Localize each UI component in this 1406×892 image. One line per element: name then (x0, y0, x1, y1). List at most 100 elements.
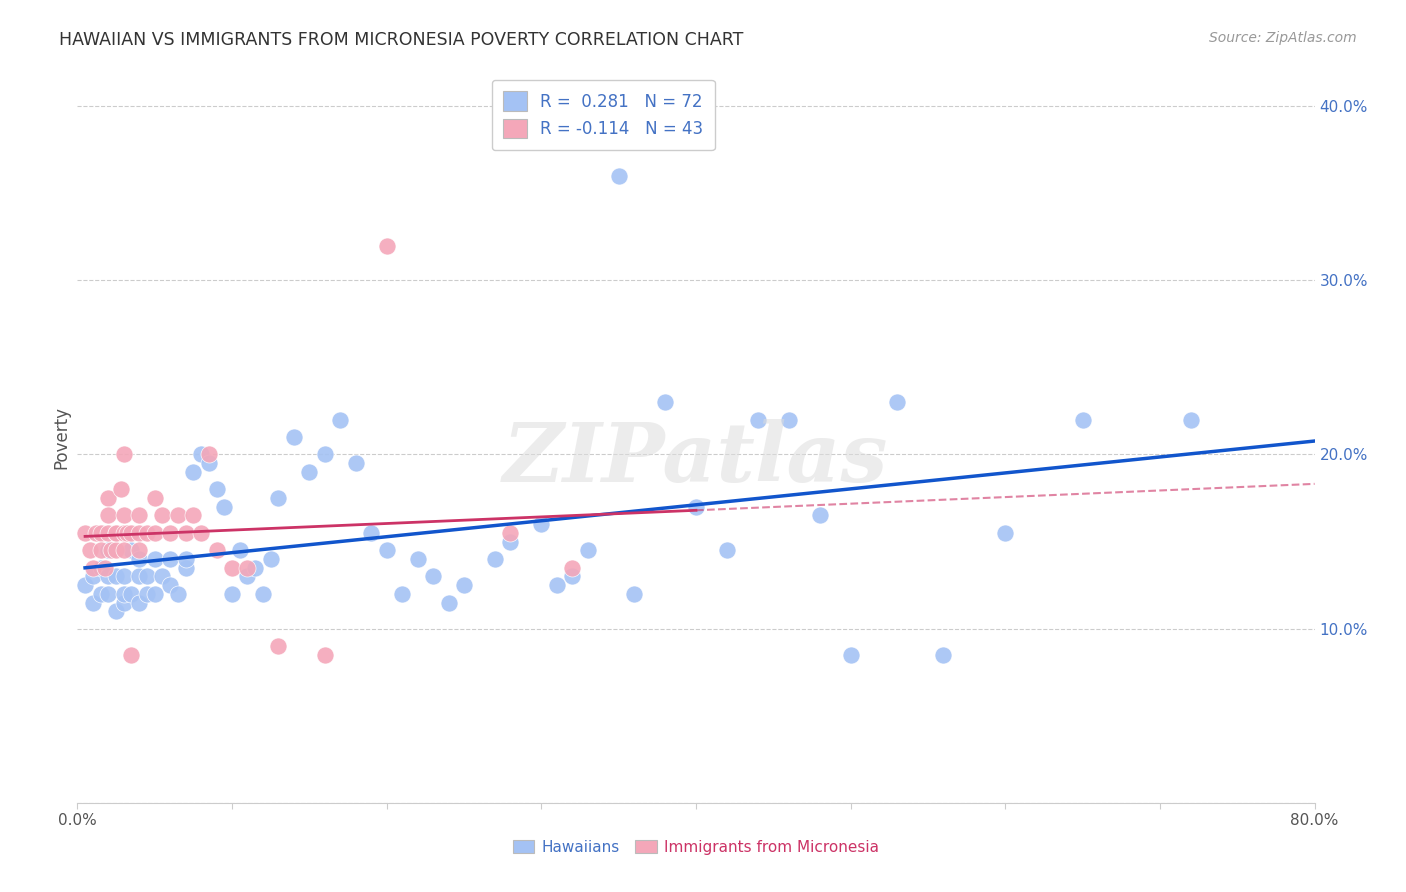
Point (105, 525, 127, 540)
Point (716, 543, 738, 558)
Point (314, 648, 336, 662)
Point (112, 569, 135, 583)
Point (105, 525, 127, 540)
Point (105, 543, 127, 558)
Point (143, 525, 166, 540)
Point (112, 525, 135, 540)
Point (1180, 412, 1202, 426)
Point (214, 500, 236, 514)
Point (205, 543, 228, 558)
Point (79, 543, 101, 558)
Point (778, 412, 800, 426)
Point (112, 595, 135, 609)
Point (128, 595, 150, 609)
Point (152, 569, 174, 583)
Point (128, 552, 150, 566)
Point (75, 525, 96, 540)
Point (167, 508, 190, 523)
Point (298, 465, 321, 479)
Point (360, 525, 382, 540)
Point (576, 543, 599, 558)
Point (561, 560, 583, 574)
Point (190, 525, 212, 540)
Point (183, 465, 205, 479)
Point (112, 587, 135, 601)
Point (1071, 412, 1094, 426)
Point (174, 525, 197, 540)
Point (105, 569, 127, 583)
Text: HAWAIIAN VS IMMIGRANTS FROM MICRONESIA POVERTY CORRELATION CHART: HAWAIIAN VS IMMIGRANTS FROM MICRONESIA P… (59, 31, 744, 49)
Text: Source: ZipAtlas.com: Source: ZipAtlas.com (1209, 31, 1357, 45)
Point (105, 604, 127, 618)
Point (198, 456, 221, 470)
Point (128, 569, 150, 583)
Point (97, 569, 120, 583)
Point (839, 648, 862, 662)
Point (437, 595, 460, 609)
Point (406, 552, 429, 566)
Point (685, 500, 707, 514)
Point (808, 508, 831, 523)
Point (267, 639, 290, 653)
Point (112, 448, 135, 462)
Legend: Hawaiians, Immigrants from Micronesia: Hawaiians, Immigrants from Micronesia (506, 834, 886, 861)
Point (90, 560, 111, 574)
Point (236, 569, 259, 583)
Point (499, 534, 522, 549)
Point (94, 560, 117, 574)
Point (97, 491, 120, 505)
Point (391, 587, 413, 601)
Point (159, 525, 181, 540)
Point (121, 543, 143, 558)
Point (90, 543, 111, 558)
Point (623, 587, 645, 601)
Point (82, 595, 104, 609)
Point (121, 587, 143, 601)
Point (152, 508, 174, 523)
Point (75, 578, 96, 592)
Point (267, 491, 290, 505)
Point (530, 517, 553, 532)
Y-axis label: Poverty: Poverty (52, 406, 70, 468)
Point (159, 552, 181, 566)
Point (128, 543, 150, 558)
Point (453, 578, 475, 592)
Point (97, 543, 120, 558)
Point (283, 430, 305, 444)
Point (245, 560, 267, 574)
Point (375, 238, 398, 252)
Point (112, 508, 135, 523)
Point (174, 560, 197, 574)
Point (128, 508, 150, 523)
Point (314, 448, 336, 462)
Point (422, 569, 444, 583)
Point (97, 525, 120, 540)
Point (886, 395, 908, 409)
Point (484, 552, 506, 566)
Point (97, 587, 120, 601)
Point (143, 491, 166, 505)
Point (747, 412, 769, 426)
Point (561, 569, 583, 583)
Point (143, 552, 166, 566)
Point (121, 525, 143, 540)
Point (932, 648, 955, 662)
Point (375, 543, 398, 558)
Point (84, 525, 107, 540)
Point (82, 560, 104, 574)
Point (190, 448, 212, 462)
Point (82, 569, 104, 583)
Point (174, 552, 197, 566)
Point (221, 560, 243, 574)
Point (97, 508, 120, 523)
Point (136, 569, 159, 583)
Point (994, 525, 1017, 540)
Point (499, 525, 522, 540)
Point (110, 483, 132, 497)
Point (121, 648, 143, 662)
Point (236, 560, 259, 574)
Point (228, 543, 252, 558)
Point (90, 525, 111, 540)
Point (252, 587, 274, 601)
Point (654, 395, 676, 409)
